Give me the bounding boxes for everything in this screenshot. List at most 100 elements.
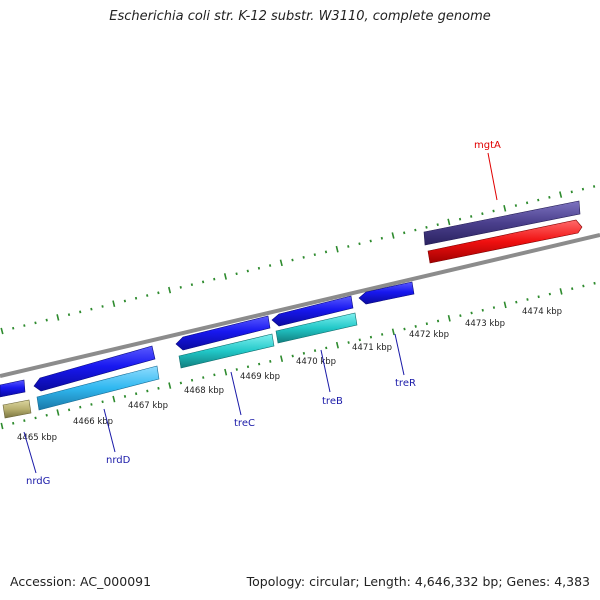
scale-tick [67, 313, 71, 317]
scale-tick [67, 408, 71, 412]
scale-tick [470, 311, 473, 315]
scale-tick [447, 218, 451, 226]
scale-tick [123, 394, 127, 398]
scale-tick [190, 283, 194, 287]
scale-tick [56, 314, 60, 321]
gene-mgtA-cds[interactable] [427, 219, 583, 264]
scale-tick [582, 284, 585, 288]
gene-treC-upper[interactable] [175, 315, 271, 351]
scale-tick [381, 333, 384, 336]
scale-tick [335, 245, 339, 253]
scale-tick [268, 264, 272, 267]
scale-tick [324, 250, 328, 254]
gene-label-mgtA[interactable]: mgtA [474, 140, 501, 151]
scale-tick [369, 335, 373, 339]
scale-tick [548, 195, 551, 199]
gene-treB-cds[interactable] [275, 312, 358, 344]
scale-tick [358, 338, 361, 342]
forward-strand-features [423, 200, 581, 246]
treC-leader [230, 371, 242, 416]
scale-tick [425, 322, 428, 326]
scale-tick [458, 217, 462, 221]
scale-tick [12, 421, 15, 425]
scale-tick [146, 294, 149, 297]
scale-tick [492, 209, 495, 213]
gene-leader-lines [23, 152, 498, 474]
scale-tick [201, 280, 205, 284]
nrdG-leader [23, 431, 37, 474]
gene-nrdD-cds[interactable] [36, 365, 160, 411]
gene-nrdD-upper[interactable] [33, 345, 156, 392]
gene-treC-cds[interactable] [178, 333, 275, 369]
gene-label-treB[interactable]: treB [322, 396, 343, 407]
scale-label: 4465 kbp [17, 433, 57, 443]
scale-tick [391, 232, 395, 239]
scale-tick [157, 291, 160, 295]
scale-tick [190, 378, 194, 382]
scale-tick [45, 318, 48, 322]
scale-tick [146, 389, 149, 393]
scale-tick [592, 185, 596, 188]
gene-label-treR[interactable]: treR [395, 378, 416, 389]
scale-label: 4467 kbp [128, 401, 168, 411]
gene-mgtA-forward[interactable] [423, 200, 581, 246]
scale-tick [325, 346, 328, 350]
gene-nrdG-cds[interactable] [2, 399, 32, 419]
scale-tick [571, 287, 574, 291]
scale-tick [503, 301, 507, 309]
scale-tick [79, 310, 82, 314]
scale-label: 4474 kbp [522, 307, 562, 317]
scale-labels: 4465 kbp 4466 kbp 4467 kbp 4468 kbp 4469… [17, 307, 562, 443]
scale-label: 4472 kbp [409, 330, 449, 340]
scale-tick [213, 373, 216, 377]
scale-tick [537, 295, 540, 299]
gene-left-edge-upper[interactable] [0, 379, 26, 398]
scale-tick [112, 395, 116, 403]
scale-tick [302, 351, 306, 355]
scale-tick [56, 409, 60, 416]
scale-tick [559, 288, 563, 295]
gene-label-treC[interactable]: treC [234, 418, 255, 429]
scale-tick [335, 341, 339, 349]
treR-leader [394, 333, 405, 376]
gene-treB-upper[interactable] [271, 295, 354, 327]
scale-tick [90, 307, 93, 311]
scale-tick [559, 191, 563, 198]
nrdD-leader [103, 408, 116, 453]
scale-label: 4466 kbp [73, 417, 113, 427]
scale-tick [459, 314, 462, 318]
scale-tick [34, 321, 37, 325]
scale-tick [246, 269, 249, 273]
scale-tick [135, 392, 138, 396]
gene-label-nrdG[interactable]: nrdG [26, 476, 50, 487]
scale-tick [45, 413, 48, 417]
scale-tick [202, 376, 205, 379]
scale-tick [223, 273, 227, 280]
scale-tick [213, 277, 216, 281]
accession-text: Accession: AC_000091 [10, 574, 152, 589]
scale-tick [481, 212, 484, 216]
scale-tick [157, 386, 160, 390]
scale-tick [447, 315, 451, 322]
scale-tick [34, 416, 37, 420]
gene-treR-upper[interactable] [358, 281, 415, 305]
mgtA-leader [487, 152, 498, 201]
scale-label: 4469 kbp [240, 372, 280, 382]
scale-tick [581, 187, 585, 191]
genome-backbone [0, 233, 600, 378]
gene-labels: nrdG nrdD treC treB treR mgtA [26, 140, 501, 487]
scale-tick [369, 239, 372, 243]
scale-tick [436, 319, 440, 323]
scale-tick [101, 400, 104, 404]
gene-label-nrdD[interactable]: nrdD [106, 455, 131, 466]
scale-tick [492, 306, 496, 309]
scale-label: 4473 kbp [465, 319, 505, 329]
scale-tick [90, 403, 93, 406]
scale-tick [514, 204, 518, 207]
outer-tick-band [0, 185, 596, 335]
scale-tick [291, 258, 294, 262]
scale-tick [12, 326, 15, 330]
scale-tick [123, 299, 127, 303]
scale-tick [414, 324, 417, 328]
